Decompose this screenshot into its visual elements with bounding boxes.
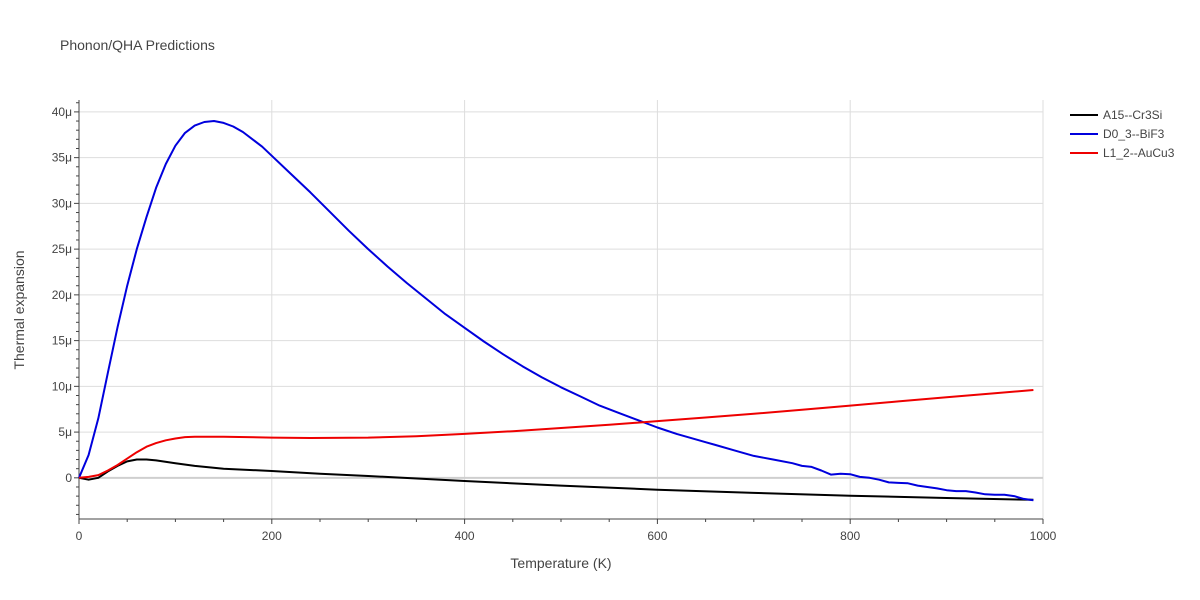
y-tick-label: 0 (65, 471, 72, 485)
grid-lines (79, 100, 1044, 519)
legend-item[interactable]: A15--Cr3Si (1070, 108, 1162, 122)
legend[interactable]: A15--Cr3Si D0_3--BiF3 L1_2--AuCu3 (1070, 108, 1175, 160)
x-tick-label: 1000 (1030, 529, 1057, 543)
chart-title: Phonon/QHA Predictions (60, 37, 215, 53)
legend-item[interactable]: D0_3--BiF3 (1070, 127, 1165, 141)
y-tick-label: 35μ (52, 151, 72, 165)
y-tick-label: 25μ (52, 242, 72, 256)
x-tick-labels: 0 200 400 600 800 1000 (76, 529, 1057, 543)
x-tick-label: 0 (76, 529, 83, 543)
y-tick-label: 40μ (52, 105, 72, 119)
legend-item[interactable]: L1_2--AuCu3 (1070, 146, 1175, 160)
y-tick-labels: 0 5μ 10μ 15μ 20μ 25μ 30μ 35μ 40μ (52, 105, 73, 485)
legend-label: A15--Cr3Si (1103, 108, 1162, 122)
series-layer (78, 120, 1034, 502)
x-tick-label: 200 (262, 529, 282, 543)
x-tick-label: 600 (647, 529, 667, 543)
y-tick-label: 5μ (58, 425, 72, 439)
y-tick-label: 30μ (52, 196, 72, 210)
y-tick-label: 15μ (52, 334, 72, 348)
x-axis-title: Temperature (K) (510, 555, 611, 571)
x-tick-label: 400 (455, 529, 475, 543)
series-line-d0-3-bif3 (78, 120, 1034, 502)
axes (74, 100, 1044, 524)
y-axis-title: Thermal expansion (11, 250, 27, 369)
y-tick-label: 20μ (52, 288, 72, 302)
y-tick-label: 10μ (52, 379, 72, 393)
legend-label: L1_2--AuCu3 (1103, 146, 1175, 160)
series-line-l1-2-aucu3 (78, 389, 1034, 479)
legend-label: D0_3--BiF3 (1103, 127, 1165, 141)
x-tick-label: 800 (840, 529, 860, 543)
